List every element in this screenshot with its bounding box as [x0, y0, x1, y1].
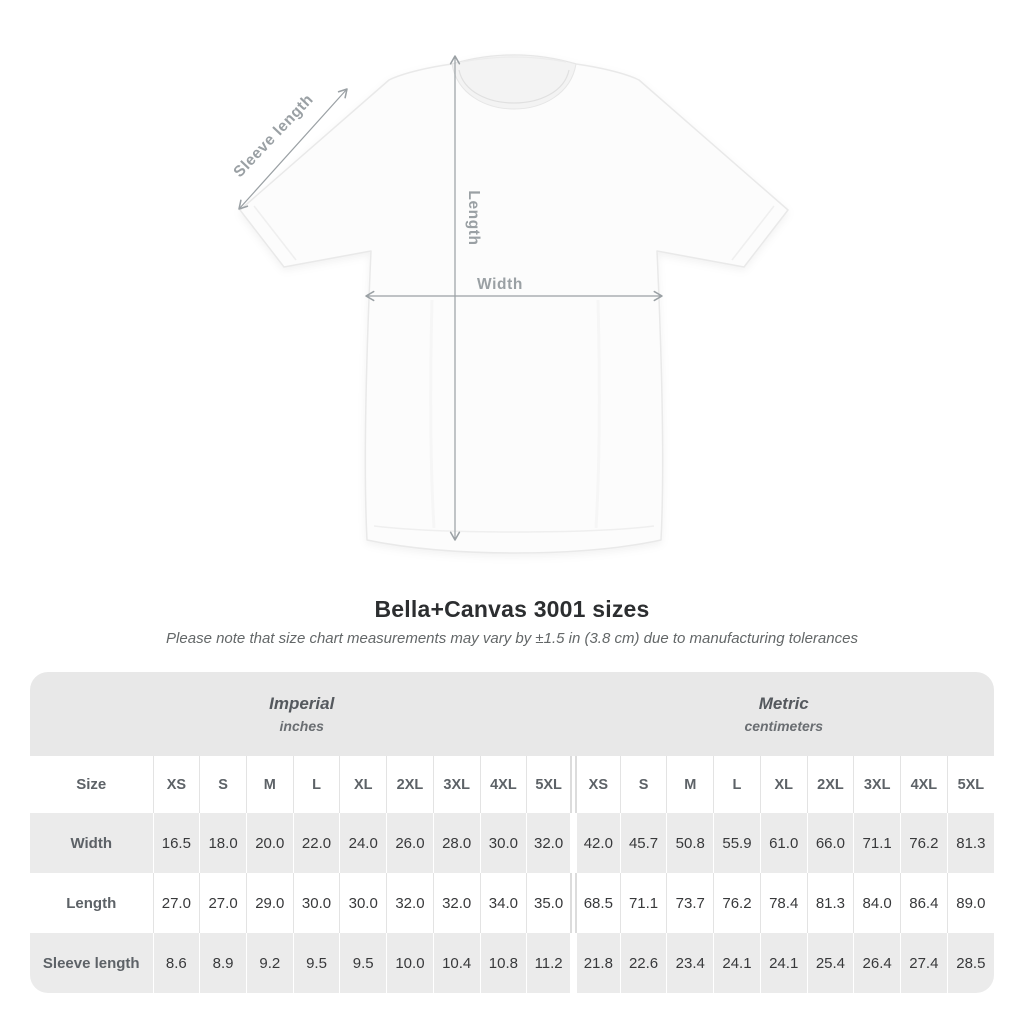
value-cell: 8.9 [199, 933, 247, 993]
value-cell: 8.6 [152, 933, 200, 993]
size-column-header: Size [30, 756, 153, 813]
value-cell: 24.1 [713, 933, 761, 993]
size-cell-metric-s: S [619, 756, 667, 813]
value-cell: 30.0 [339, 873, 387, 933]
imperial-group-name: Imperial [269, 694, 335, 713]
value-cell: 26.0 [386, 813, 434, 873]
value-cell: 29.0 [245, 873, 294, 933]
value-cell: 9.2 [245, 933, 294, 993]
value-cell: 18.0 [199, 813, 247, 873]
value-cell: 21.8 [569, 933, 621, 993]
value-cell: 50.8 [666, 813, 714, 873]
caption-block: Bella+Canvas 3001 sizes Please note that… [0, 596, 1024, 647]
size-cell-metric-xs: XS [569, 756, 621, 813]
size-cell-metric-l: L [713, 756, 761, 813]
value-cell: 24.0 [339, 813, 387, 873]
value-cell: 84.0 [853, 873, 901, 933]
value-cell: 20.0 [245, 813, 294, 873]
value-cell: 66.0 [806, 813, 854, 873]
value-cell: 42.0 [569, 813, 621, 873]
size-cell-imperial-m: M [245, 756, 294, 813]
value-cell: 27.0 [199, 873, 247, 933]
size-cell-metric-4xl: 4XL [900, 756, 948, 813]
metric-group-unit: centimeters [744, 718, 824, 734]
size-chart-table: Imperial inches Metric centimeters Size … [30, 672, 994, 993]
value-cell: 81.3 [946, 813, 994, 873]
value-cell: 22.0 [292, 813, 340, 873]
row-label-width: Width [30, 813, 153, 873]
value-cell: 9.5 [292, 933, 340, 993]
value-cell: 89.0 [946, 873, 994, 933]
size-header-row: Size XS S M L XL 2XL 3XL 4XL 5XL XS S M … [30, 756, 994, 813]
value-cell: 9.5 [339, 933, 387, 993]
tshirt-measurement-diagram: Sleeve length Length Width [230, 54, 789, 554]
value-cell: 68.5 [569, 873, 621, 933]
size-cell-imperial-3xl: 3XL [432, 756, 481, 813]
table-row-width: Width 16.5 18.0 20.0 22.0 24.0 26.0 28.0… [30, 813, 994, 873]
table-row-sleeve-length: Sleeve length 8.6 8.9 9.2 9.5 9.5 10.0 1… [30, 933, 994, 993]
size-cell-metric-5xl: 5XL [946, 756, 994, 813]
value-cell: 45.7 [619, 813, 667, 873]
value-cell: 27.4 [900, 933, 948, 993]
size-cell-imperial-5xl: 5XL [526, 756, 574, 813]
collar [451, 54, 577, 110]
table-row-length: Length 27.0 27.0 29.0 30.0 30.0 32.0 32.… [30, 873, 994, 933]
unit-group-header-row: Imperial inches Metric centimeters [30, 672, 994, 756]
value-cell: 10.4 [432, 933, 481, 993]
size-cell-metric-m: M [666, 756, 714, 813]
value-cell: 16.5 [152, 813, 200, 873]
size-cell-imperial-xs: XS [152, 756, 200, 813]
value-cell: 71.1 [853, 813, 901, 873]
size-cell-imperial-xl: XL [339, 756, 387, 813]
value-cell: 11.2 [526, 933, 574, 993]
size-cell-imperial-l: L [292, 756, 340, 813]
metric-group-header: Metric centimeters [573, 672, 994, 756]
value-cell: 34.0 [479, 873, 527, 933]
size-cell-metric-xl: XL [759, 756, 808, 813]
row-label-sleeve-length: Sleeve length [30, 933, 153, 993]
metric-group-name: Metric [758, 694, 809, 713]
page-subtitle: Please note that size chart measurements… [166, 630, 858, 647]
value-cell: 73.7 [666, 873, 714, 933]
value-cell: 27.0 [152, 873, 200, 933]
value-cell: 32.0 [432, 873, 481, 933]
width-label: Width [477, 276, 523, 293]
value-cell: 26.4 [853, 933, 901, 993]
value-cell: 23.4 [666, 933, 714, 993]
value-cell: 55.9 [713, 813, 761, 873]
length-label: Length [465, 190, 482, 245]
value-cell: 86.4 [900, 873, 948, 933]
value-cell: 24.1 [759, 933, 808, 993]
row-label-length: Length [30, 873, 153, 933]
value-cell: 30.0 [292, 873, 340, 933]
value-cell: 76.2 [900, 813, 948, 873]
value-cell: 10.8 [479, 933, 527, 993]
imperial-group-unit: inches [279, 718, 324, 734]
value-cell: 35.0 [526, 873, 574, 933]
value-cell: 76.2 [713, 873, 761, 933]
value-cell: 25.4 [806, 933, 854, 993]
imperial-group-header: Imperial inches [30, 672, 574, 756]
value-cell: 28.0 [432, 813, 481, 873]
value-cell: 28.5 [946, 933, 994, 993]
value-cell: 30.0 [479, 813, 527, 873]
page-title: Bella+Canvas 3001 sizes [374, 596, 650, 622]
size-cell-imperial-4xl: 4XL [479, 756, 527, 813]
sleeve-length-arrow [238, 88, 348, 210]
tshirt-diagram-svg: Sleeve length Length Width [230, 54, 789, 554]
value-cell: 61.0 [759, 813, 808, 873]
size-chart: Imperial inches Metric centimeters Size … [30, 672, 994, 993]
tshirt-illustration [239, 54, 789, 554]
value-cell: 22.6 [619, 933, 667, 993]
value-cell: 71.1 [619, 873, 667, 933]
value-cell: 32.0 [386, 873, 434, 933]
value-cell: 78.4 [759, 873, 808, 933]
size-cell-metric-3xl: 3XL [853, 756, 901, 813]
value-cell: 81.3 [806, 873, 854, 933]
size-cell-metric-2xl: 2XL [806, 756, 854, 813]
size-cell-imperial-2xl: 2XL [386, 756, 434, 813]
value-cell: 10.0 [386, 933, 434, 993]
size-cell-imperial-s: S [199, 756, 247, 813]
value-cell: 32.0 [526, 813, 574, 873]
